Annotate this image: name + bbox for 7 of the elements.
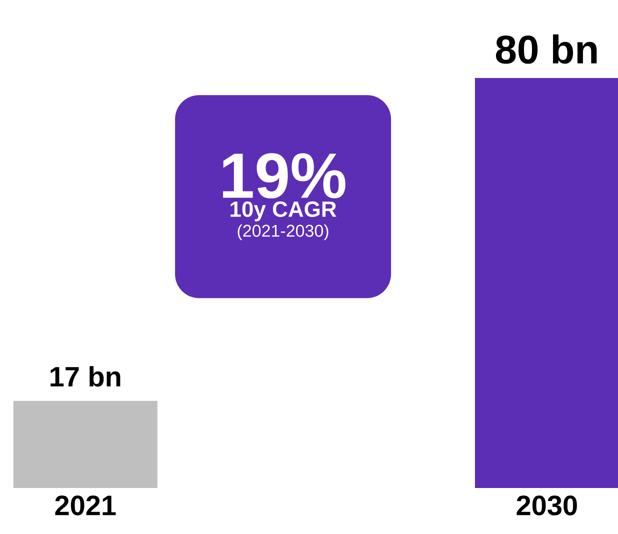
x-tick-label: 2021 — [55, 496, 116, 516]
annotation: (2021-2030) — [238, 224, 328, 240]
annotation: 19% — [223, 153, 346, 198]
data-label: 80 bn — [496, 34, 597, 64]
annotation: 10y CAGR — [230, 201, 336, 222]
x-tick-label: 2030 — [516, 496, 577, 516]
data-label: 17 bn — [50, 366, 120, 387]
